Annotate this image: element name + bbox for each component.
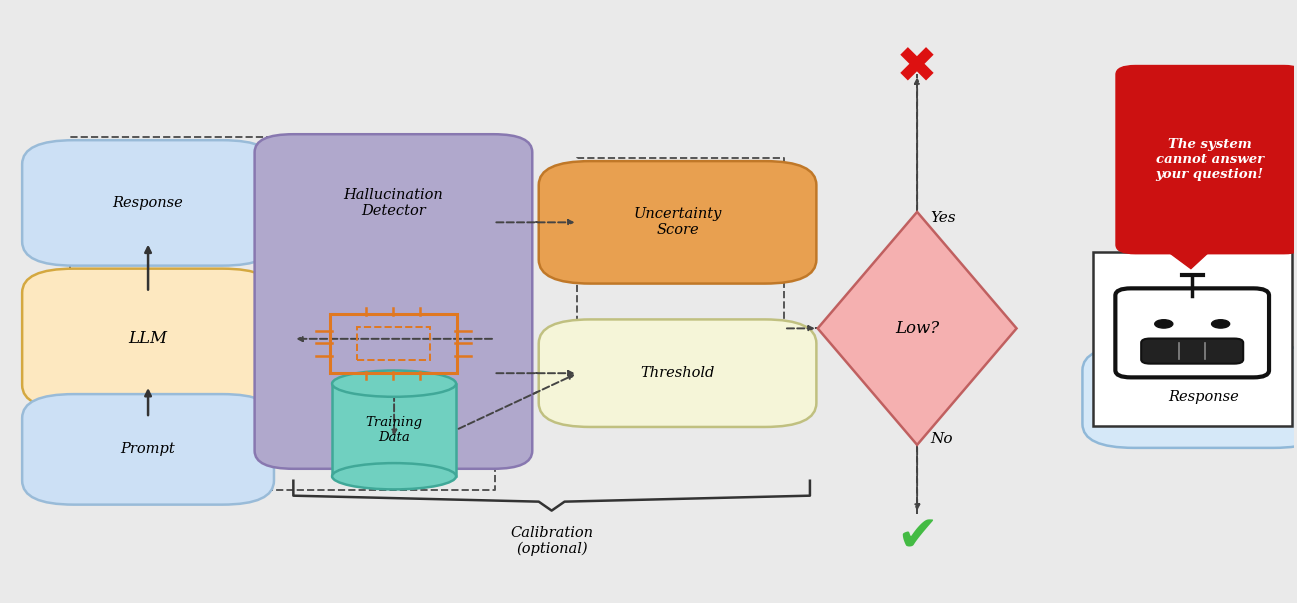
- Text: Yes: Yes: [930, 211, 956, 225]
- FancyBboxPatch shape: [1115, 288, 1268, 377]
- Text: Uncertainty
Score: Uncertainty Score: [633, 207, 721, 238]
- FancyBboxPatch shape: [1115, 66, 1297, 254]
- Text: ✖: ✖: [896, 45, 938, 92]
- Text: LLM: LLM: [128, 330, 167, 347]
- FancyBboxPatch shape: [22, 140, 274, 266]
- Polygon shape: [1158, 245, 1217, 269]
- FancyBboxPatch shape: [22, 394, 274, 505]
- Text: Calibration
(optional): Calibration (optional): [510, 526, 593, 556]
- Polygon shape: [817, 212, 1017, 445]
- FancyBboxPatch shape: [1083, 346, 1297, 448]
- Text: Prompt: Prompt: [121, 443, 175, 456]
- Ellipse shape: [332, 370, 457, 397]
- FancyBboxPatch shape: [1141, 338, 1244, 364]
- Text: The system
cannot answer
your question!: The system cannot answer your question!: [1156, 138, 1263, 181]
- Text: Low?: Low?: [895, 320, 939, 337]
- FancyBboxPatch shape: [538, 320, 816, 427]
- FancyBboxPatch shape: [22, 269, 274, 409]
- Text: Response: Response: [113, 196, 183, 210]
- FancyBboxPatch shape: [254, 134, 532, 469]
- Ellipse shape: [332, 463, 457, 490]
- Text: No: No: [930, 432, 952, 446]
- FancyBboxPatch shape: [1093, 252, 1292, 426]
- Polygon shape: [332, 384, 457, 476]
- Text: Response: Response: [1169, 390, 1239, 404]
- Text: Hallucination
Detector: Hallucination Detector: [344, 188, 444, 218]
- Circle shape: [1154, 320, 1172, 328]
- Text: ✔: ✔: [896, 514, 938, 561]
- FancyBboxPatch shape: [538, 161, 816, 283]
- Text: Training
Data: Training Data: [366, 416, 423, 444]
- Circle shape: [1211, 320, 1230, 328]
- Text: Threshold: Threshold: [641, 366, 715, 380]
